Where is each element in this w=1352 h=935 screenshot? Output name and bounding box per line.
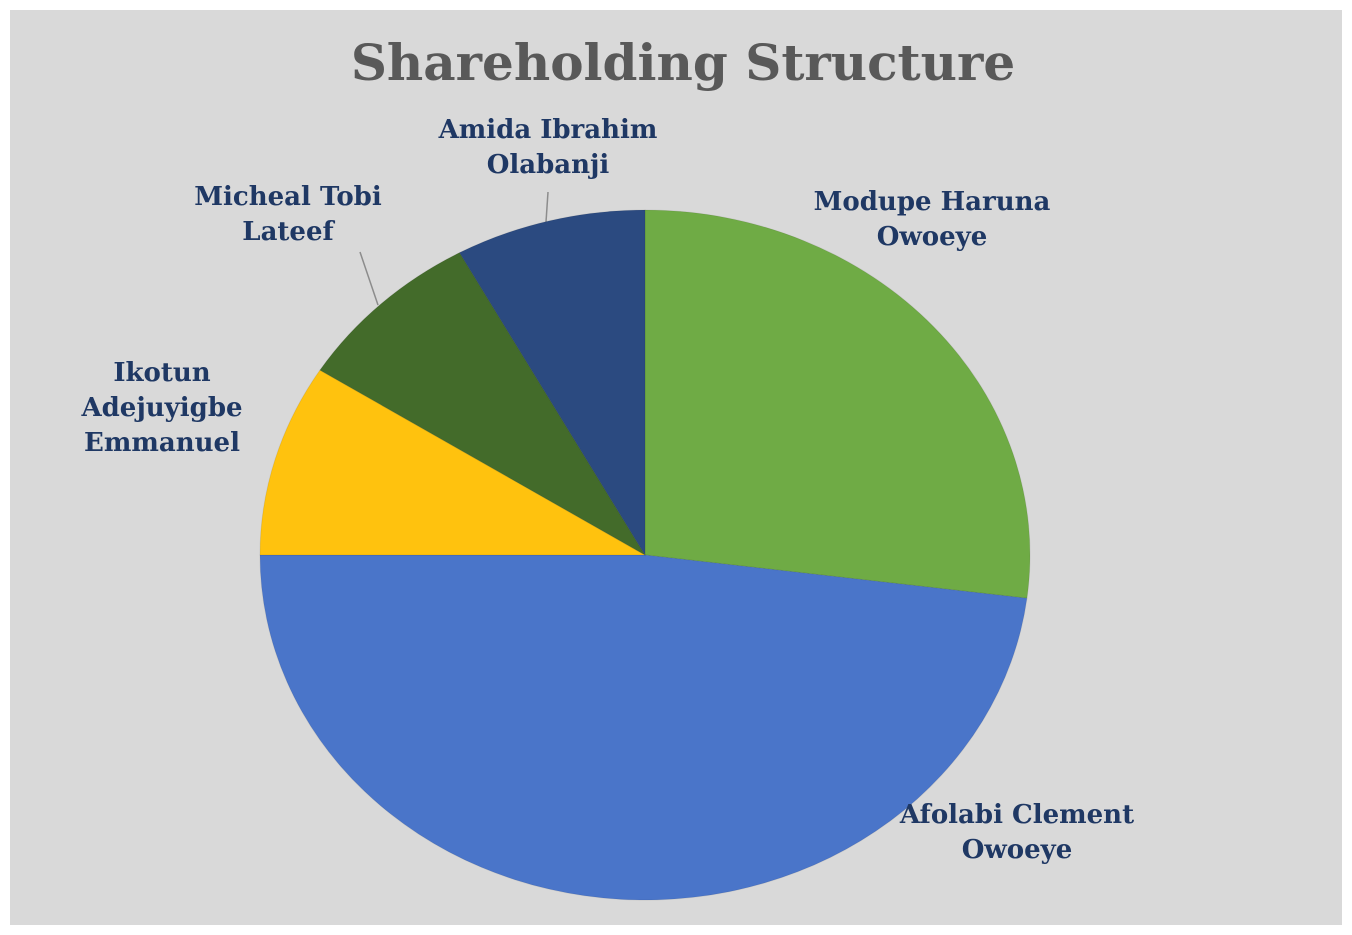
leader-line (359, 251, 379, 306)
chart-title: Shareholding Structure (351, 33, 1015, 92)
slice-label: Micheal Tobi Lateef (194, 182, 382, 247)
pie-slice (319, 252, 646, 556)
pie-slice (644, 209, 1031, 599)
slice-label: Afolabi Clement Owoeye (899, 800, 1135, 865)
pie-slice (458, 209, 646, 557)
pie-slice (259, 369, 647, 556)
slice-label: Ikotun Adejuyigbe Emmanuel (81, 358, 243, 458)
pie-slice (259, 554, 1028, 901)
slice-label: Amida Ibrahim Olabanji (438, 115, 658, 180)
leader-line (545, 191, 549, 223)
slice-label: Modupe Haruna Owoeye (813, 187, 1051, 252)
